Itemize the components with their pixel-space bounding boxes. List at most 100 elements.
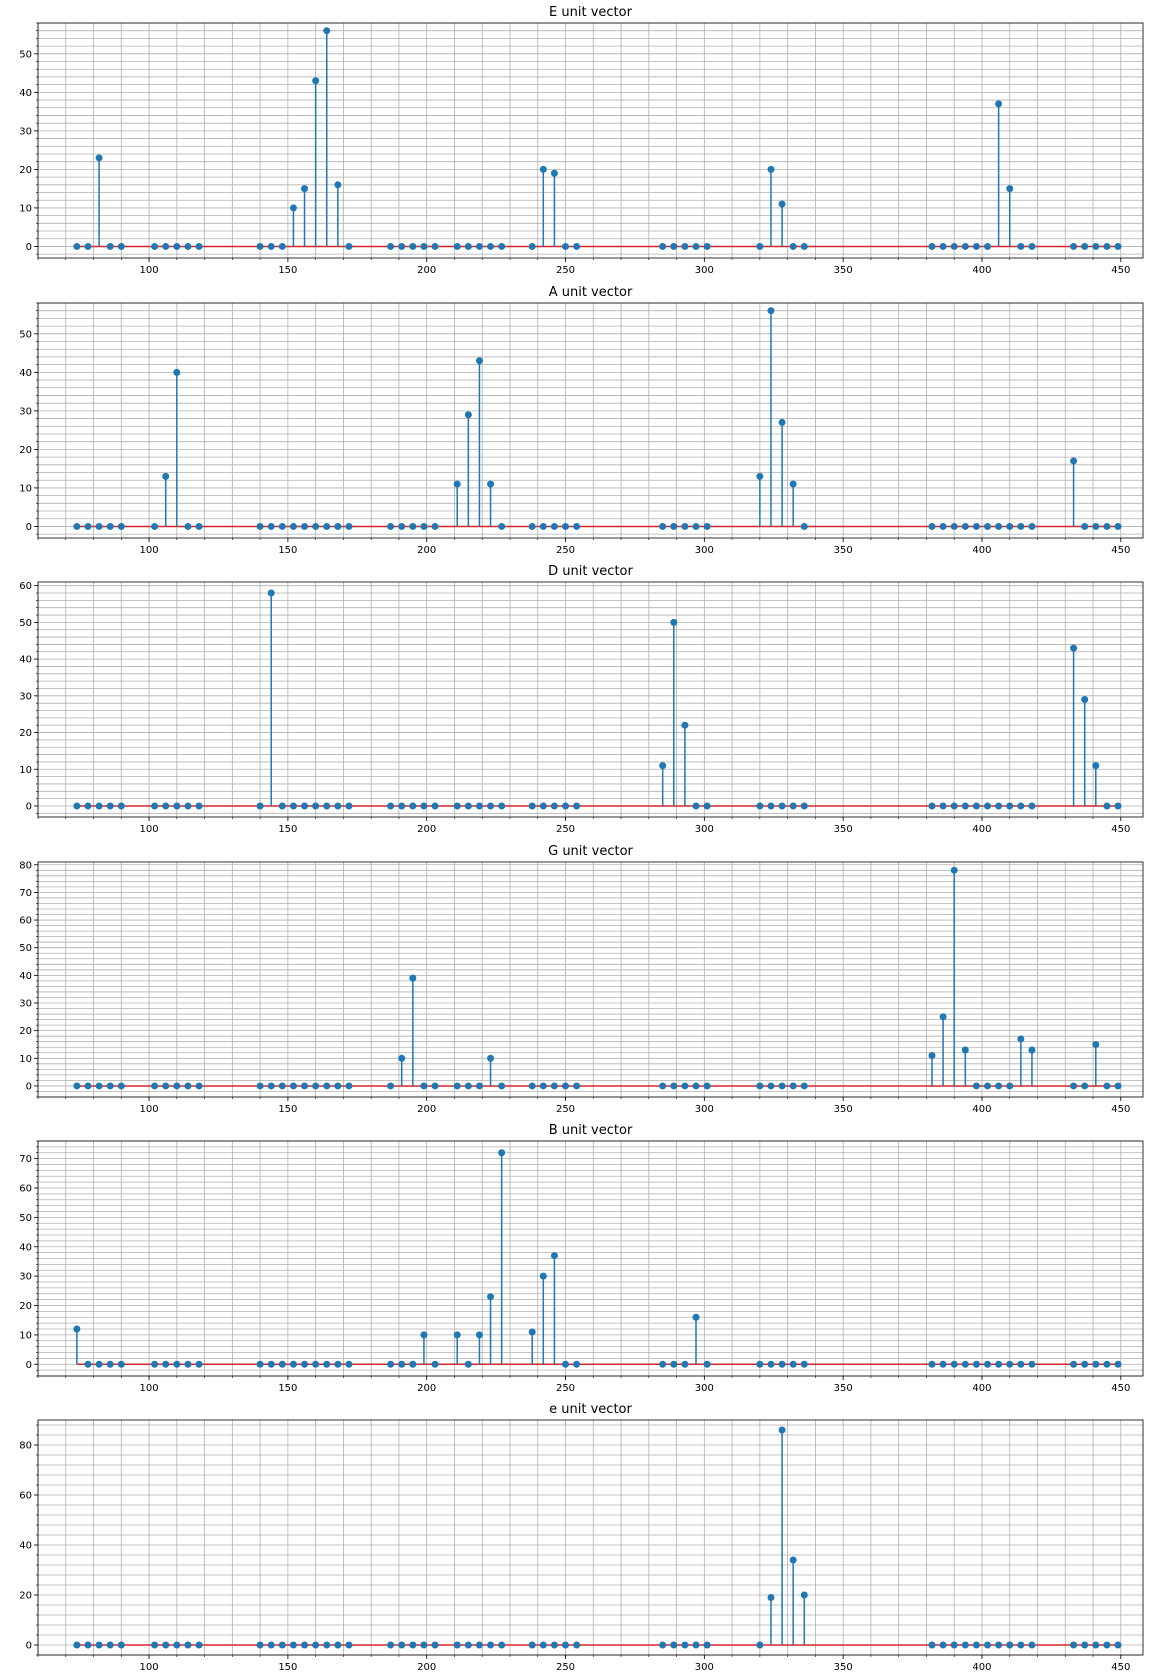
stem-marker xyxy=(550,522,558,530)
stem-marker xyxy=(972,242,980,250)
stem-marker xyxy=(151,1082,159,1090)
stem-marker xyxy=(95,1360,103,1368)
x-tick-label: 450 xyxy=(1111,1383,1130,1394)
stem-marker xyxy=(312,802,320,810)
y-tick-label: 50 xyxy=(19,618,32,629)
stem-marker xyxy=(778,200,786,208)
stem-marker xyxy=(267,589,275,597)
y-tick-label: 60 xyxy=(19,1184,32,1195)
stem-marker xyxy=(562,802,570,810)
stem-marker xyxy=(345,802,353,810)
stem-marker xyxy=(703,1641,711,1649)
stem-marker xyxy=(312,522,320,530)
stem-marker xyxy=(539,1272,547,1280)
stem-marker xyxy=(487,802,495,810)
y-tick-label: 80 xyxy=(19,1441,32,1452)
stem-marker xyxy=(162,1360,170,1368)
stem-marker xyxy=(1028,522,1036,530)
x-tick-label: 300 xyxy=(695,265,714,276)
stem-marker xyxy=(195,802,203,810)
stem-marker xyxy=(550,1082,558,1090)
y-tick-label: 0 xyxy=(26,522,32,533)
stem-marker xyxy=(487,480,495,488)
stem-marker xyxy=(692,802,700,810)
stem-marker xyxy=(573,522,581,530)
stem-marker xyxy=(431,522,439,530)
stem-marker xyxy=(398,1054,406,1062)
y-tick-label: 50 xyxy=(19,1213,32,1224)
chart-title: G unit vector xyxy=(548,844,633,859)
stem-marker xyxy=(475,242,483,250)
y-tick-label: 40 xyxy=(19,971,32,982)
stem-marker xyxy=(528,1328,536,1336)
stem-marker xyxy=(550,169,558,177)
stem-marker xyxy=(345,522,353,530)
x-tick-label: 300 xyxy=(695,545,714,556)
stem-marker xyxy=(539,1082,547,1090)
stem-marker xyxy=(301,802,309,810)
y-tick-label: 30 xyxy=(19,1272,32,1283)
stem-marker xyxy=(961,1641,969,1649)
stem-marker xyxy=(464,411,472,419)
stem-marker xyxy=(173,1641,181,1649)
stem-marker xyxy=(939,242,947,250)
plot-frame xyxy=(37,861,1144,1098)
stem-marker xyxy=(184,1360,192,1368)
stem-marker xyxy=(550,802,558,810)
stem-marker xyxy=(528,522,536,530)
stem-marker xyxy=(528,1082,536,1090)
stem-marker xyxy=(528,242,536,250)
stem-marker xyxy=(778,418,786,426)
stem-marker xyxy=(453,480,461,488)
stem-marker xyxy=(409,242,417,250)
stem-marker xyxy=(1114,802,1122,810)
stem-marker xyxy=(1103,1641,1111,1649)
stem-marker xyxy=(659,1641,667,1649)
stem-marker xyxy=(420,522,428,530)
stem-marker xyxy=(453,1082,461,1090)
x-tick-label: 150 xyxy=(278,1104,297,1115)
x-tick-label: 150 xyxy=(278,824,297,835)
plot-frame xyxy=(37,581,1144,818)
stem-marker xyxy=(173,242,181,250)
stem-marker xyxy=(334,1360,342,1368)
stem-marker xyxy=(767,307,775,315)
stem-marker xyxy=(301,1641,309,1649)
stem-marker xyxy=(972,1082,980,1090)
stem-marker xyxy=(487,1293,495,1301)
stem-marker xyxy=(995,1082,1003,1090)
stem-marker xyxy=(487,1054,495,1062)
stem-marker xyxy=(539,1641,547,1649)
stem-marker xyxy=(1017,522,1025,530)
stem-marker xyxy=(301,185,309,193)
stem-marker xyxy=(117,522,125,530)
stem-marker xyxy=(562,1082,570,1090)
stem-marker xyxy=(950,802,958,810)
y-tick-label: 20 xyxy=(19,1026,32,1037)
stem-marker xyxy=(345,1360,353,1368)
x-tick-label: 450 xyxy=(1111,265,1130,276)
stem-marker xyxy=(151,802,159,810)
stem-marker xyxy=(117,802,125,810)
stem-marker xyxy=(475,802,483,810)
stem-marker xyxy=(984,1641,992,1649)
stem-marker xyxy=(681,242,689,250)
stem-marker xyxy=(345,1082,353,1090)
stem-marker xyxy=(151,242,159,250)
stem-marker xyxy=(195,522,203,530)
stem-marker xyxy=(267,242,275,250)
stem-marker xyxy=(431,802,439,810)
stem-marker xyxy=(323,522,331,530)
stem-marker xyxy=(995,1641,1003,1649)
x-tick-label: 250 xyxy=(556,1104,575,1115)
stem-marker xyxy=(800,1360,808,1368)
stem-marker xyxy=(312,1641,320,1649)
chart-title: A unit vector xyxy=(549,285,633,300)
stem-marker xyxy=(278,242,286,250)
stem-marker xyxy=(1114,1641,1122,1649)
stem-marker xyxy=(961,802,969,810)
stem-marker xyxy=(398,1360,406,1368)
x-tick-label: 250 xyxy=(556,1383,575,1394)
stem-marker xyxy=(334,522,342,530)
stem-marker xyxy=(387,242,395,250)
